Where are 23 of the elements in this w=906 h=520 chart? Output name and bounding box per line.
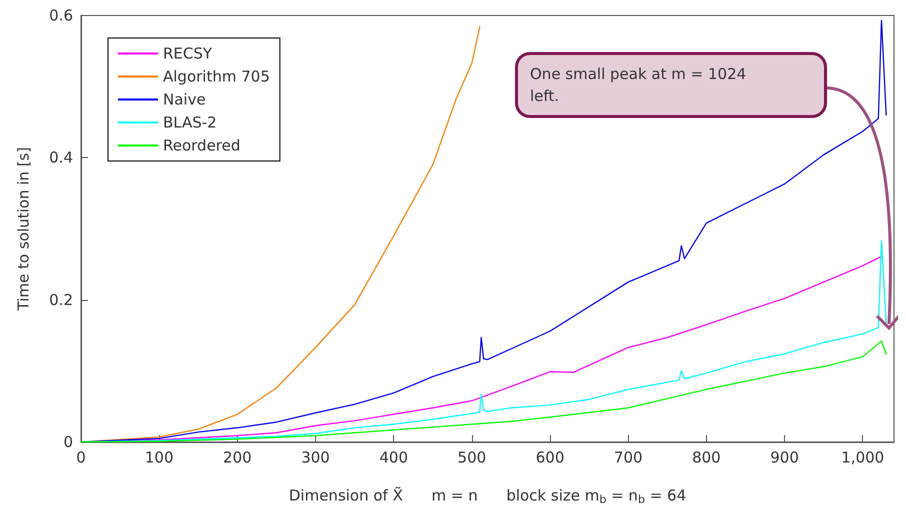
x-tick-label: 800 — [692, 448, 721, 466]
legend-label: BLAS-2 — [163, 114, 217, 132]
x-tick-label: 400 — [379, 448, 408, 466]
x-tick-label: 100 — [144, 448, 174, 466]
legend-label: Algorithm 705 — [163, 68, 270, 86]
y-tick-label: 0.6 — [49, 6, 73, 24]
y-tick-label: 0 — [63, 433, 73, 451]
x-tick-label: 600 — [536, 448, 564, 466]
line-series — [80, 340, 887, 443]
legend-label: Reordered — [163, 136, 240, 154]
legend-label: Naive — [163, 90, 206, 108]
y-tick-label: 0.2 — [49, 290, 73, 309]
x-tick-label: 0 — [76, 448, 86, 466]
legend-label: RECSY — [163, 44, 213, 62]
x-tick-label: 500 — [458, 448, 486, 466]
x-tick-label: 900 — [770, 448, 799, 466]
x-tick-label: 1,000 — [841, 448, 884, 466]
annotation: One small peak at m = 1024 left. — [530, 65, 746, 105]
x-tick-label: 300 — [301, 448, 330, 466]
y-axis-title: Time to solution in [s] — [14, 147, 32, 312]
y-tick-label: 0.4 — [49, 148, 73, 167]
x-tick-label: 200 — [223, 448, 252, 466]
x-tick-label: 700 — [614, 448, 643, 466]
